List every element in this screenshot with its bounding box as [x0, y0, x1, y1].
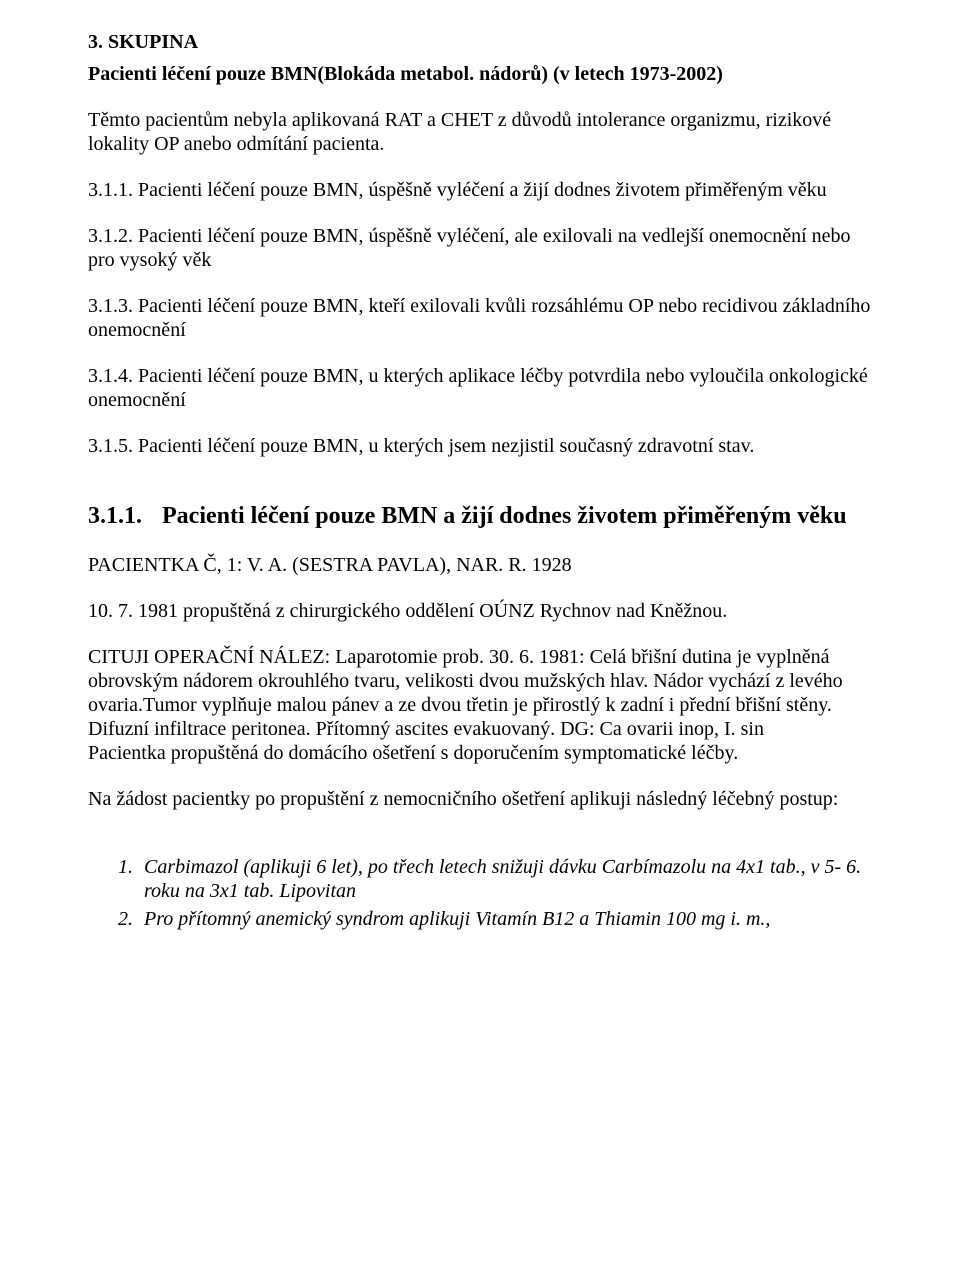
- item-315: 3.1.5. Pacienti léčení pouze BMN, u kter…: [88, 434, 872, 458]
- list-item: 2. Pro přítomný anemický syndrom aplikuj…: [118, 907, 872, 931]
- dg-label: DG:: [560, 718, 594, 740]
- list-num: 2.: [118, 907, 144, 931]
- list-text: Pro přítomný anemický syndrom aplikuji V…: [144, 907, 872, 931]
- document-page: 3. SKUPINA Pacienti léčení pouze BMN(Blo…: [0, 0, 960, 1276]
- med-list: 1. Carbimazol (aplikuji 6 let), po třech…: [88, 855, 872, 931]
- item-311: 3.1.1. Pacienti léčení pouze BMN, úspěšn…: [88, 178, 872, 202]
- request-line: Na žádost pacientky po propuštění z nemo…: [88, 787, 872, 811]
- item-text: Pacienti léčení pouze BMN, úspěšně vyléč…: [88, 225, 851, 271]
- discharge-line: 10. 7. 1981 propuštěná z chirurgického o…: [88, 599, 872, 623]
- section-heading: 3. SKUPINA: [88, 30, 872, 54]
- item-num: 3.1.2.: [88, 225, 133, 247]
- item-314: 3.1.4. Pacienti léčení pouze BMN, u kter…: [88, 364, 872, 412]
- item-text: Pacienti léčení pouze BMN, kteří exilova…: [88, 295, 870, 341]
- subsection-heading: 3.1.1. Pacienti léčení pouze BMN a žijí …: [88, 502, 872, 531]
- list-text: Carbimazol (aplikuji 6 let), po třech le…: [144, 855, 872, 903]
- cituji-label: CITUJI OPERAČNÍ NÁLEZ:: [88, 646, 330, 668]
- discharge2-line: Pacientka propuštěná do domácího ošetřen…: [88, 741, 872, 765]
- item-313: 3.1.3. Pacienti léčení pouze BMN, kteří …: [88, 294, 872, 342]
- item-num: 3.1.3.: [88, 295, 133, 317]
- list-num: 1.: [118, 855, 144, 903]
- item-num: 3.1.5.: [88, 435, 133, 457]
- section-subheading: Pacienti léčení pouze BMN(Blokáda metabo…: [88, 62, 872, 86]
- patient-line: PACIENTKA Č, 1: V. A. (SESTRA PAVLA), NA…: [88, 553, 872, 577]
- cituji-block: CITUJI OPERAČNÍ NÁLEZ: Laparotomie prob.…: [88, 645, 872, 741]
- section-intro: Těmto pacientům nebyla aplikovaná RAT a …: [88, 108, 872, 156]
- item-312: 3.1.2. Pacienti léčení pouze BMN, úspěšn…: [88, 224, 872, 272]
- subsection-num: 3.1.1.: [88, 503, 142, 529]
- item-num: 3.1.1.: [88, 179, 133, 201]
- item-text: Pacienti léčení pouze BMN, u kterých jse…: [138, 435, 754, 457]
- item-num: 3.1.4.: [88, 365, 133, 387]
- item-text: Pacienti léčení pouze BMN, u kterých apl…: [88, 365, 868, 411]
- list-item: 1. Carbimazol (aplikuji 6 let), po třech…: [118, 855, 872, 903]
- dg-text: Ca ovarii inop, I. sin: [595, 718, 764, 740]
- subsection-title: Pacienti léčení pouze BMN a žijí dodnes …: [162, 503, 847, 529]
- item-text: Pacienti léčení pouze BMN, úspěšně vyléč…: [138, 179, 827, 201]
